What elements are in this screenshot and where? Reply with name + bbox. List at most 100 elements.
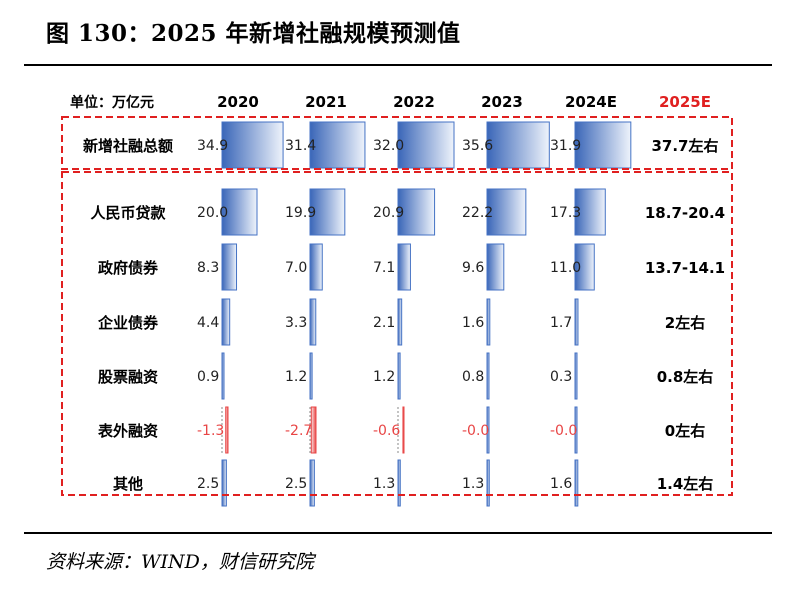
data-bar bbox=[486, 188, 527, 236]
data-bar bbox=[221, 459, 227, 507]
forecast-value: 13.7-14.1 bbox=[645, 259, 725, 277]
cell-value: 4.4 bbox=[197, 315, 219, 331]
year-headers: 2020 2021 2022 2023 2024E 2025E bbox=[217, 93, 711, 111]
cell-value: 0.3 bbox=[550, 369, 572, 385]
row-label: 新增社融总额 bbox=[83, 137, 173, 155]
data-bar bbox=[574, 121, 632, 169]
cell-value: 32.0 bbox=[373, 138, 404, 154]
cell-value: -0.0 bbox=[462, 423, 489, 439]
data-bar bbox=[309, 243, 323, 291]
data-bar bbox=[574, 406, 578, 454]
table-row: 表外融资 -1.3 -2.7 -0.6 -0.0 -0.0 0左右 bbox=[98, 406, 705, 454]
row-label: 企业债券 bbox=[97, 314, 159, 332]
year-header-2023: 2023 bbox=[481, 93, 523, 111]
row-label: 股票融资 bbox=[98, 368, 158, 386]
data-bar bbox=[486, 121, 550, 169]
table-row: 人民币贷款 20.0 19.9 20.9 22.2 17.3 18.7-20.4 bbox=[90, 188, 725, 236]
cell-value: 1.6 bbox=[550, 476, 572, 492]
data-bar bbox=[486, 243, 505, 291]
table-row: 其他 2.5 2.5 1.3 1.3 1.6 1.4左右 bbox=[113, 459, 714, 507]
cell-value: -0.0 bbox=[550, 423, 577, 439]
table-row: 新增社融总额 34.9 31.4 32.0 35.6 31.9 37.7左右 bbox=[83, 121, 719, 169]
cell-value: 17.3 bbox=[550, 205, 581, 221]
data-bar bbox=[574, 459, 579, 507]
cell-value: 7.0 bbox=[285, 260, 307, 276]
data-bar-negative bbox=[310, 406, 317, 454]
data-bar bbox=[309, 298, 317, 346]
data-bar bbox=[397, 188, 436, 236]
cell-value: 34.9 bbox=[197, 138, 228, 154]
data-bar bbox=[221, 121, 284, 169]
forecast-value: 1.4左右 bbox=[657, 475, 714, 493]
data-bar bbox=[574, 352, 578, 400]
cell-value: 1.3 bbox=[373, 476, 395, 492]
cell-value: 20.9 bbox=[373, 205, 404, 221]
forecast-value: 0左右 bbox=[665, 422, 705, 440]
top-rule bbox=[24, 64, 772, 66]
data-bar bbox=[221, 243, 238, 291]
data-bar-negative bbox=[402, 406, 405, 454]
data-bar bbox=[221, 352, 225, 400]
data-bar bbox=[574, 243, 595, 291]
cell-value: 31.9 bbox=[550, 138, 581, 154]
table-row: 政府债券 8.3 7.0 7.1 9.6 11.0 13.7-14.1 bbox=[98, 243, 725, 291]
data-bar bbox=[486, 459, 490, 507]
cell-value: 0.8 bbox=[462, 369, 484, 385]
cell-value: -0.6 bbox=[373, 423, 400, 439]
cell-value: 2.5 bbox=[197, 476, 219, 492]
year-header-2022: 2022 bbox=[393, 93, 435, 111]
data-bar bbox=[574, 298, 579, 346]
data-bar bbox=[309, 352, 313, 400]
cell-value: 31.4 bbox=[285, 138, 316, 154]
cell-value: 1.2 bbox=[285, 369, 307, 385]
data-bar bbox=[309, 121, 366, 169]
cell-value: 11.0 bbox=[550, 260, 581, 276]
data-bar bbox=[397, 121, 455, 169]
row-label: 其他 bbox=[113, 475, 143, 493]
data-bar bbox=[397, 352, 401, 400]
row-label: 表外融资 bbox=[98, 422, 158, 440]
total-row-frame bbox=[61, 116, 733, 170]
row-label: 政府债券 bbox=[98, 259, 159, 277]
year-header-2024e: 2024E bbox=[565, 93, 617, 111]
data-bar bbox=[397, 298, 403, 346]
components-frame bbox=[61, 171, 733, 496]
data-bar bbox=[574, 188, 606, 236]
year-header-2021: 2021 bbox=[305, 93, 347, 111]
cell-value: -1.3 bbox=[197, 423, 224, 439]
data-bar bbox=[397, 243, 411, 291]
cell-value: 1.6 bbox=[462, 315, 484, 331]
figure-title: 图 130：2025 年新增社融规模预测值 bbox=[46, 20, 461, 47]
data-bar bbox=[486, 352, 490, 400]
cell-value: -2.7 bbox=[285, 423, 312, 439]
cell-value: 0.9 bbox=[197, 369, 219, 385]
cell-value: 1.2 bbox=[373, 369, 395, 385]
data-bar bbox=[309, 459, 315, 507]
cell-value: 19.9 bbox=[285, 205, 316, 221]
cell-value: 35.6 bbox=[462, 138, 493, 154]
data-bar bbox=[486, 298, 491, 346]
year-header-forecast: 2025E bbox=[659, 93, 711, 111]
cell-value: 2.1 bbox=[373, 315, 395, 331]
red-dashed-frames bbox=[61, 116, 733, 496]
forecast-value: 0.8左右 bbox=[657, 368, 714, 386]
forecast-value: 18.7-20.4 bbox=[645, 204, 725, 222]
data-bar-negative bbox=[225, 406, 229, 454]
data-bar bbox=[309, 188, 346, 236]
unit-label: 单位：万亿元 bbox=[70, 94, 154, 111]
data-bar bbox=[486, 406, 490, 454]
cell-value: 1.3 bbox=[462, 476, 484, 492]
data-bar bbox=[221, 298, 231, 346]
cell-value: 1.7 bbox=[550, 315, 572, 331]
cell-value: 9.6 bbox=[462, 260, 484, 276]
source-note: 资料来源：WIND，财信研究院 bbox=[46, 551, 314, 573]
cell-value: 2.5 bbox=[285, 476, 307, 492]
bottom-rule bbox=[24, 532, 772, 534]
data-bar bbox=[221, 188, 258, 236]
year-header-2020: 2020 bbox=[217, 93, 259, 111]
table-row: 股票融资 0.9 1.2 1.2 0.8 0.3 0.8左右 bbox=[98, 352, 714, 400]
forecast-value: 37.7左右 bbox=[651, 137, 718, 155]
cell-value: 8.3 bbox=[197, 260, 219, 276]
